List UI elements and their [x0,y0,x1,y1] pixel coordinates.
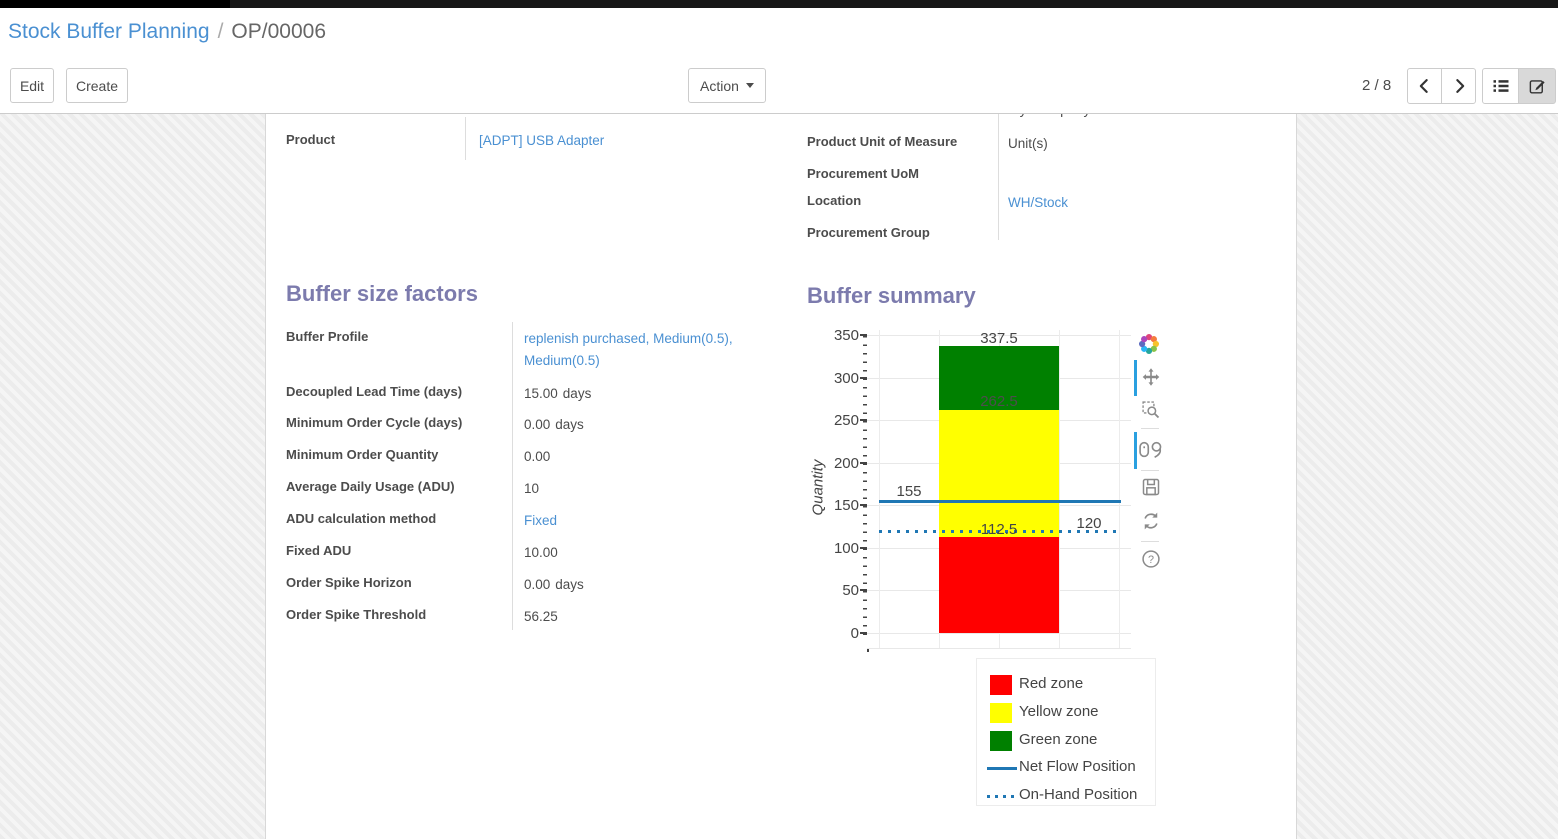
buffer-profile-value-line2[interactable]: Medium(0.5) [524,353,600,368]
legend-item-yellow-zone[interactable]: Yellow zone [977,701,1155,727]
ytick-100: 100 [833,540,859,557]
list-view-switch-button[interactable] [1482,68,1519,104]
legend-item-green-zone[interactable]: Green zone [977,729,1155,755]
svg-text:?: ? [1148,554,1154,566]
adu-method-value-link[interactable]: Fixed [524,513,558,528]
edit-button[interactable]: Edit [10,68,54,103]
form-view-switch-button[interactable] [1518,68,1556,104]
ytick-150: 150 [833,497,859,514]
product-uom-value: Unit(s) [1008,136,1048,151]
order-spike-threshold-value: 56.25 [524,609,558,624]
min-order-quantity-label: Minimum Order Quantity [286,447,439,462]
edit-form-icon [1529,79,1545,94]
section-title-buffer-summary: Buffer summary [807,283,976,308]
on-hand-annotation: 120 [1076,515,1102,532]
breadcrumb: Stock Buffer Planning / OP/00006 [8,20,326,44]
chart-plot-area: 337.5 262.5 155 112.5 120 [867,330,1131,649]
product-uom-label: Product Unit of Measure [807,134,958,149]
buffer-profile-value-line1[interactable]: replenish purchased, Medium(0.5), [524,331,733,346]
green-zone-swatch [990,731,1012,751]
min-order-cycle-label: Minimum Order Cycle (days) [286,415,463,430]
list-icon [1493,80,1508,92]
box-zoom-icon[interactable] [1141,400,1161,420]
net-flow-position-line [879,500,1121,503]
factors-group-divider [512,322,513,630]
decoupled-lead-time-label: Decoupled Lead Time (days) [286,384,463,399]
create-button[interactable]: Create [66,68,128,103]
ytick-350: 350 [833,327,859,344]
procurement-group-label: Procurement Group [807,225,930,240]
min-order-quantity-value: 0.00 [524,449,551,464]
modebar-active-indicator [1134,432,1137,469]
decoupled-lead-time-value: 15.00 days [524,386,592,401]
yellow-zone-swatch [990,703,1012,723]
help-icon[interactable]: ? [1141,549,1161,569]
ytick-250: 250 [833,412,859,429]
net-flow-annotation: 155 [896,483,922,500]
red-top-annotation: 112.5 [980,521,1018,538]
top-navbar-edge-segment [0,0,230,8]
pan-icon[interactable] [1141,367,1161,387]
chart-legend: Red zone Yellow zone Green zone Net Flow… [976,658,1156,806]
on-hand-dotted-swatch [987,795,1017,798]
green-top-annotation: 337.5 [980,330,1018,347]
breadcrumb-parent-link[interactable]: Stock Buffer Planning [8,20,210,43]
breadcrumb-current: OP/00006 [231,20,326,43]
adu-label: Average Daily Usage (ADU) [286,479,455,494]
legend-item-net-flow[interactable]: Net Flow Position [977,756,1155,782]
top-navbar-edge [0,0,1558,8]
yellow-top-annotation: 262.5 [980,393,1018,410]
red-zone-bar [939,537,1059,633]
form-sheet: My Company Product [ADPT] USB Adapter Pr… [265,114,1297,839]
modebar-active-indicator [1134,360,1137,396]
order-spike-threshold-label: Order Spike Threshold [286,607,427,622]
breadcrumb-separator: / [217,20,224,43]
net-flow-line-swatch [987,767,1017,770]
left-group-divider [465,117,466,160]
buffer-profile-label: Buffer Profile [286,329,369,344]
hover-compare-icon[interactable] [1138,440,1164,460]
chevron-left-icon [1419,79,1428,93]
y-axis-minor-ticks [863,336,867,636]
control-panel-divider [0,113,1558,114]
fixed-adu-value: 10.00 [524,545,558,560]
procurement-uom-label: Procurement UoM [807,166,919,181]
order-spike-horizon-value: 0.00 days [524,577,584,592]
clipped-company-value: My Company [1008,114,1090,117]
on-hand-position-line [879,530,1121,533]
ytick-0: 0 [850,625,859,642]
pager-next-button[interactable] [1441,68,1476,104]
ytick-50: 50 [842,582,859,599]
reset-axes-icon[interactable] [1141,511,1161,531]
product-value-link[interactable]: [ADPT] USB Adapter [479,133,605,148]
ytick-200: 200 [833,455,859,472]
legend-item-on-hand[interactable]: On-Hand Position [977,784,1155,810]
yellow-zone-bar [939,410,1059,537]
action-dropdown-label: Action [700,77,739,94]
plotly-logo-icon[interactable] [1138,333,1160,355]
section-title-buffer-size-factors: Buffer size factors [286,281,478,306]
product-label: Product [286,132,336,147]
location-label: Location [807,193,862,208]
order-spike-horizon-label: Order Spike Horizon [286,575,412,590]
min-order-cycle-value: 0.00 days [524,417,584,432]
action-dropdown-button[interactable]: Action [688,68,766,103]
red-zone-swatch [990,675,1012,695]
green-zone-bar [939,346,1059,410]
location-value-link[interactable]: WH/Stock [1008,195,1069,210]
caret-down-icon [745,83,754,88]
ytick-300: 300 [833,370,859,387]
chevron-right-icon [1455,79,1464,93]
adu-value: 10 [524,481,540,496]
pager-previous-button[interactable] [1407,68,1442,104]
right-group-divider [998,114,999,240]
fixed-adu-label: Fixed ADU [286,543,352,558]
adu-method-label: ADU calculation method [286,511,437,526]
pager-counter: 2 / 8 [1362,77,1392,94]
legend-item-red-zone[interactable]: Red zone [977,673,1155,699]
save-icon[interactable] [1141,477,1161,497]
